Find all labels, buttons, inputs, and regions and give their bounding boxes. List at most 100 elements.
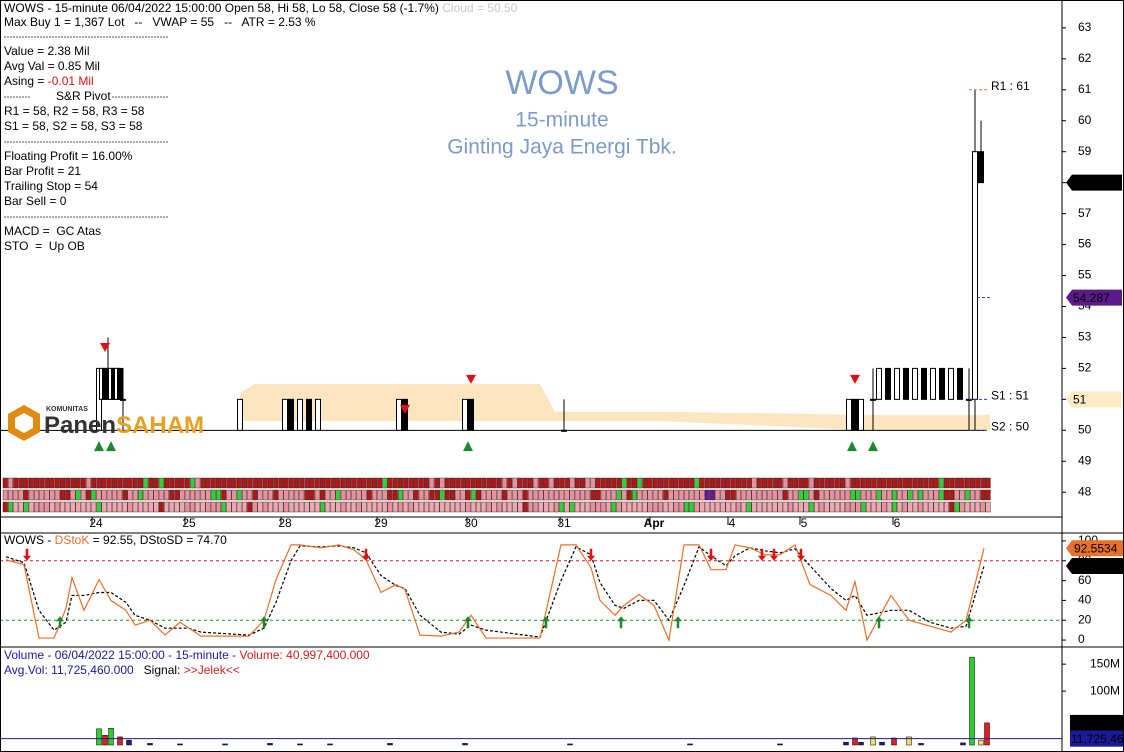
signal-cell [964,489,970,501]
signal-cell [85,501,91,513]
signal-cell [127,477,133,489]
signal-cell [673,477,679,489]
y-tick-label: 59 [1078,144,1092,158]
signal-cell [803,501,809,513]
signal-cell [528,477,534,489]
logo-text: PanenSAHAM [44,412,204,439]
signal-cell [226,489,232,501]
signal-cell [585,489,591,501]
signal-cell [221,477,227,489]
info-line: STO = Up OB [4,239,85,253]
info-label: Asing = [4,74,48,88]
signal-cell [200,477,206,489]
candle-body [870,398,876,401]
candle-body [972,151,978,400]
signal-cell [673,489,679,501]
signal-cell [652,501,658,513]
signal-cell [819,477,825,489]
signal-cell [450,477,456,489]
signal-cell [96,489,102,501]
volume-bar [126,739,132,746]
signal-cell [252,489,258,501]
signal-cell [257,501,263,513]
end-label: 74.6982 [1074,559,1118,573]
signal-cell [819,501,825,513]
signal-cell [96,477,102,489]
signal-cell [122,477,128,489]
signal-cell [39,501,45,513]
signal-cell [75,501,81,513]
signal-cell [741,477,747,489]
signal-cell [668,477,674,489]
signal-cell [829,477,835,489]
signal-cell [210,489,216,501]
signal-cell [502,477,508,489]
signal-cell [751,477,757,489]
signal-cell [28,501,34,513]
signal-cell [923,501,929,513]
signal-cell [756,501,762,513]
signal-cell [928,477,934,489]
signal-cell [642,501,648,513]
signal-cell [704,501,710,513]
signal-cell [366,489,372,501]
x-tick-label: 29 [374,516,388,530]
signal-cell [777,477,783,489]
signal-cell [273,501,279,513]
candle-body [237,398,243,431]
buy-arrow-head [965,616,973,622]
signal-cell [684,489,690,501]
signal-cell [231,477,237,489]
signal-cell [595,489,601,501]
signal-cell [262,477,268,489]
signal-cell [699,489,705,501]
candle-body [468,398,474,431]
signal-cell [694,477,700,489]
pivot-label: S1 : 51 [991,389,1029,403]
signal-cell [91,477,97,489]
signal-cell [268,501,274,513]
buy-arrow-head [542,616,550,622]
signal-cell [49,477,55,489]
signal-cell [762,501,768,513]
signal-cell [288,489,294,501]
signal-cell [642,477,648,489]
signal-cell [658,477,664,489]
signal-cell [736,489,742,501]
signal-cell [13,477,19,489]
signal-cell [236,501,242,513]
signal-cell [767,489,773,501]
signal-cell [85,489,91,501]
signal-cell [418,501,424,513]
signal-cell [860,477,866,489]
signal-cell [330,501,336,513]
signal-cell [439,501,445,513]
y-tick-label: 63 [1078,20,1092,34]
x-tick-label: 31 [557,516,571,530]
volume-bar [387,743,393,746]
signal-cell [554,489,560,501]
signal-cell [580,501,586,513]
signal-cell [876,477,882,489]
signal-cell [918,477,924,489]
signal-cell [933,489,939,501]
signal-cell [377,489,383,501]
signal-cell [153,501,159,513]
signal-cell [278,489,284,501]
signal-cell [325,501,331,513]
signal-cell [174,489,180,501]
signal-cell [403,501,409,513]
signal-cell [876,501,882,513]
signal-cell [34,477,40,489]
signal-cell [689,477,695,489]
signal-cell [111,489,117,501]
signal-cell [741,501,747,513]
signal-cell [902,489,908,501]
candle-body [957,367,963,400]
signal-cell [169,501,175,513]
signal-cell [788,477,794,489]
x-tick-label: 4 [729,516,736,530]
signal-cell [569,489,575,501]
sell-arrow [362,548,370,561]
signal-cell [559,489,565,501]
